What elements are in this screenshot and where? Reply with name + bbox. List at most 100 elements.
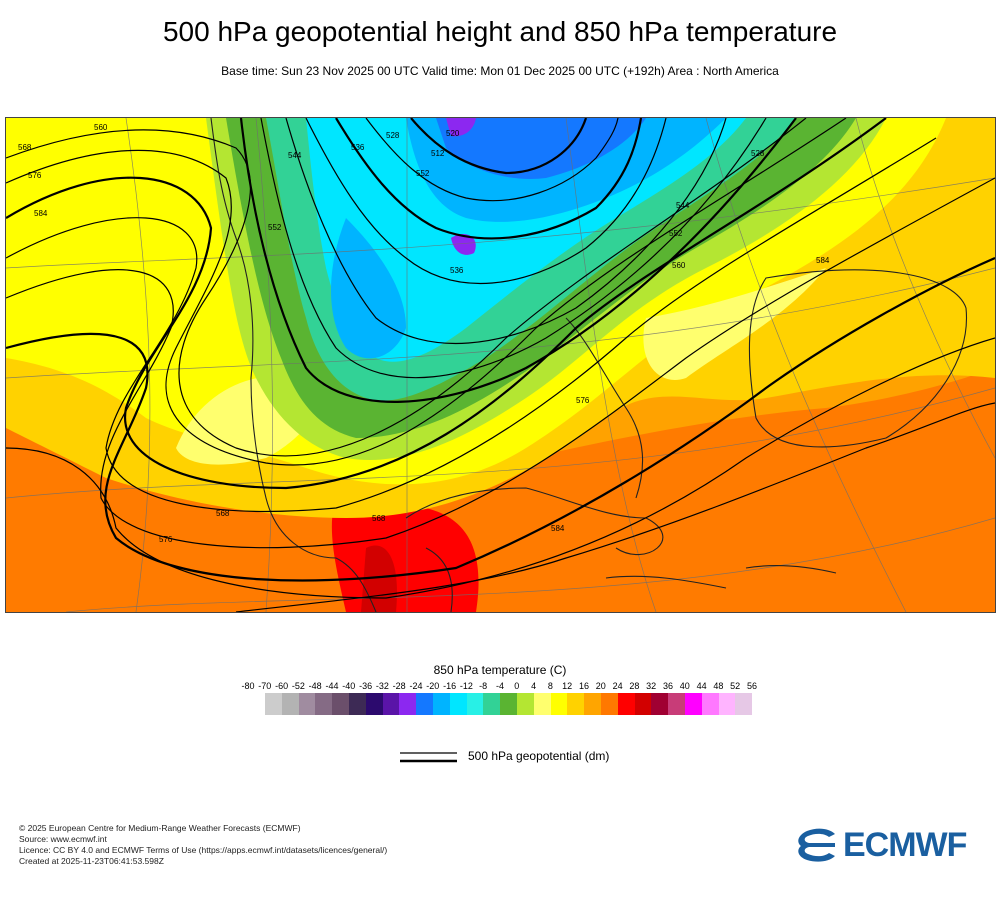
contour-label: 544 (288, 151, 302, 160)
legend-color-swatch (298, 693, 316, 715)
contour-label: 584 (816, 256, 830, 265)
footer-created: Created at 2025-11-23T06:41:53.598Z (19, 856, 164, 866)
legend-tick-label: 0 (514, 681, 520, 691)
legend-color-swatch (701, 693, 719, 715)
geopotential-contours (6, 118, 995, 612)
ecmwf-logo-icon (798, 828, 835, 862)
legend-tick-label: 40 (679, 681, 690, 691)
legend-color-swatch (735, 693, 753, 715)
legend-tick-label: 52 (730, 681, 741, 691)
legend-tick-label: 24 (612, 681, 623, 691)
contour-label: 560 (94, 123, 108, 132)
legend-tick-label: -80 (241, 681, 255, 691)
legend-tick-label: -24 (409, 681, 423, 691)
legend-tick-label: 28 (629, 681, 640, 691)
legend-tick-label: -32 (375, 681, 389, 691)
legend-color-swatch (281, 693, 299, 715)
temperature-color-bar (265, 693, 753, 715)
legend-color-swatch (382, 693, 400, 715)
legend-color-swatch (634, 693, 652, 715)
coastlines (210, 118, 968, 612)
map-canvas: 560 568 576 584 552 544 536 528 520 512 … (6, 118, 995, 612)
legend-color-swatch (668, 693, 685, 715)
legend-tick-label: -70 (258, 681, 272, 691)
legend-color-swatch (449, 693, 467, 715)
contour-label: 528 (751, 149, 765, 158)
contour-label: 584 (551, 524, 565, 533)
legend-color-swatch (617, 693, 635, 715)
contour-label: 568 (18, 143, 32, 152)
legend-color-swatch (516, 693, 534, 715)
legend-tick-label: 8 (547, 681, 553, 691)
contour-labels: 560 568 576 584 552 544 536 528 520 512 … (18, 123, 830, 544)
legend-color-swatch (500, 693, 517, 715)
legend-color-swatch (416, 693, 433, 715)
legend-tick-label: -12 (459, 681, 473, 691)
band-orange-south (6, 368, 995, 612)
contour-label: 536 (351, 143, 365, 152)
band-darkred-core (361, 545, 397, 612)
contour-label: 576 (28, 171, 42, 180)
legend-color-swatch (466, 693, 484, 715)
contour-label: 552 (669, 229, 683, 238)
legend-color-swatch (584, 693, 601, 715)
legend-tick-label: -16 (443, 681, 457, 691)
legend-tick-label: 48 (713, 681, 724, 691)
legend-tick-label: -44 (325, 681, 339, 691)
page-subtitle: Base time: Sun 23 Nov 2025 00 UTC Valid … (221, 64, 779, 78)
legend-tick-label: -48 (308, 681, 322, 691)
legend-color-swatch (600, 693, 618, 715)
legend-color-swatch (718, 693, 736, 715)
legend-tick-label: -8 (479, 681, 488, 691)
legend-tick-label: -4 (495, 681, 504, 691)
contour-label: 552 (268, 223, 282, 232)
footer-copyright: © 2025 European Centre for Medium-Range … (19, 823, 301, 833)
geopotential-line-label: 500 hPa geopotential (dm) (468, 749, 610, 763)
contour-label: 544 (676, 201, 690, 210)
legend-color-swatch (684, 693, 702, 715)
footer-source: Source: www.ecmwf.int (19, 834, 107, 844)
graticule (6, 118, 995, 612)
contour-label: 560 (672, 261, 686, 270)
legend-tick-label: -52 (291, 681, 305, 691)
band-violet-spot (451, 233, 476, 255)
legend-color-swatch (265, 693, 282, 715)
legend-color-swatch (550, 693, 568, 715)
contour-label: 568 (372, 514, 386, 523)
footer-licence: Licence: CC BY 4.0 and ECMWF Terms of Us… (19, 845, 388, 855)
legend-tick-label: 20 (595, 681, 606, 691)
forecast-map: 560 568 576 584 552 544 536 528 520 512 … (5, 117, 996, 613)
legend-color-swatch (348, 693, 366, 715)
legend-color-swatch (533, 693, 551, 715)
legend-tick-label: -20 (426, 681, 440, 691)
contour-label: 568 (216, 509, 230, 518)
temperature-legend-ticks: -80 -70 -60 -52 -48 -44 -40 -36 -32 -28 -24 -20 -16-… (240, 681, 760, 693)
line-sample-icon (400, 752, 457, 763)
contour-label: 584 (34, 209, 48, 218)
legend-color-swatch (651, 693, 669, 715)
geopotential-line-legend: 500 hPa geopotential (dm) (400, 747, 660, 767)
footer-credits: © 2025 European Centre for Medium-Range … (19, 823, 387, 867)
contour-label: 552 (416, 169, 430, 178)
legend-tick-label: -28 (392, 681, 406, 691)
page-title: 500 hPa geopotential height and 850 hPa … (162, 16, 838, 47)
legend-tick-label: 56 (746, 681, 757, 691)
legend-color-swatch (483, 693, 501, 715)
legend-tick-label: 44 (696, 681, 707, 691)
band-violet-north (446, 118, 476, 137)
ecmwf-logo: ECMWF (795, 826, 985, 864)
legend-tick-label: 36 (662, 681, 673, 691)
legend-color-swatch (365, 693, 383, 715)
legend-color-swatch (399, 693, 417, 715)
legend-color-swatch (567, 693, 585, 715)
legend-tick-label: -60 (275, 681, 289, 691)
band-lightblue-west (331, 218, 406, 359)
contour-label: 576 (576, 396, 590, 405)
contour-label: 536 (450, 266, 464, 275)
legend-tick-label: -36 (359, 681, 373, 691)
contour-label: 512 (431, 149, 445, 158)
band-blue-core (436, 118, 646, 179)
legend-tick-label: 4 (531, 681, 537, 691)
band-paleyellow-east (643, 268, 826, 380)
legend-color-swatch (332, 693, 349, 715)
